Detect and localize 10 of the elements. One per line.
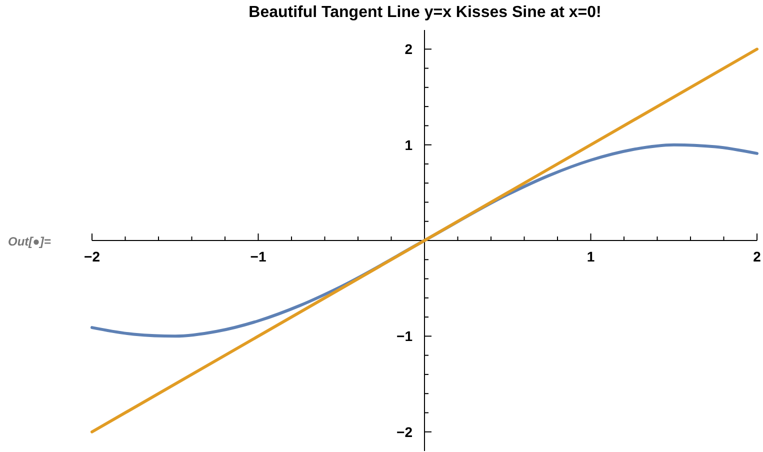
text: Out[●]= — [8, 234, 51, 248]
y-tick-label: 1 — [404, 136, 413, 153]
x-tick-label: −1 — [250, 248, 266, 264]
y-tick-label: −1 — [396, 328, 413, 344]
x-tick-label: 1 — [586, 248, 595, 264]
x-tick-label: −2 — [84, 248, 100, 264]
chart-title: Beautiful Tangent Line y=x Kisses Sine at x=0! — [248, 4, 602, 21]
y-tick-label: −2 — [396, 424, 413, 440]
x-tick-label: 2 — [753, 248, 762, 264]
y-tick-label: 2 — [404, 41, 413, 58]
